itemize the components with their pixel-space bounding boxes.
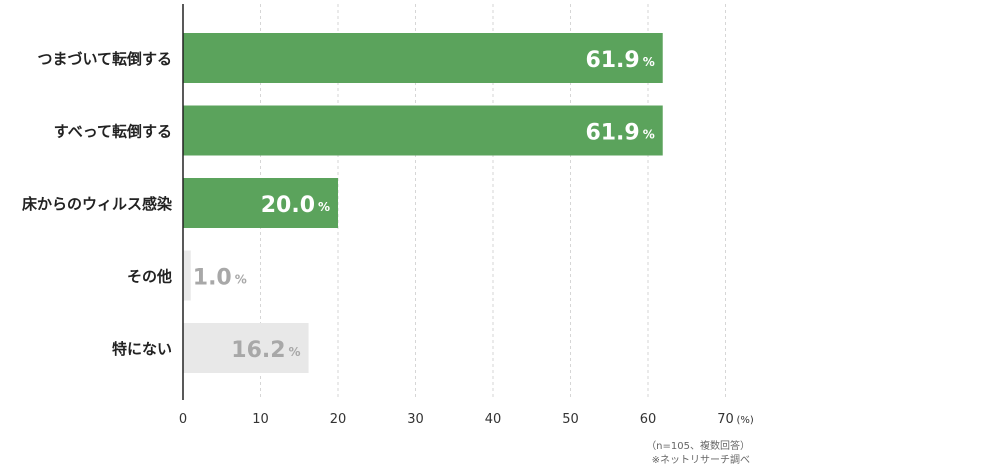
x-tick-label: 60 (640, 412, 657, 427)
bar (183, 178, 338, 228)
category-label: その他 (127, 268, 172, 286)
x-tick-labels: 0 10 20 30 40 50 60 70 (%) (179, 412, 754, 427)
x-tick-label: 0 (179, 412, 187, 427)
value-labels: %61.9%61.9%20.0%1.0%16.2 (193, 48, 655, 363)
x-unit-label: (%) (737, 415, 754, 426)
bars (183, 33, 663, 373)
category-label: 特にない (112, 340, 172, 358)
bar (183, 323, 309, 373)
x-tick-label: 30 (407, 412, 424, 427)
x-tick-label: 10 (252, 412, 269, 427)
x-tick-label: 40 (485, 412, 502, 427)
x-tick-label: 50 (562, 412, 579, 427)
category-label: すべって転倒する (54, 123, 172, 141)
bar (183, 105, 663, 156)
bar (183, 250, 191, 301)
sample-note: （n=105、複数回答） (646, 441, 750, 452)
value-unit: % (318, 200, 330, 214)
source-note: ※ネットリサーチ調べ (651, 455, 750, 466)
value-label: 61.9 (585, 48, 639, 73)
category-label: つまづいて転倒する (37, 50, 172, 68)
x-tick-label: 20 (330, 412, 347, 427)
value-label: 20.0 (261, 193, 315, 218)
value-unit: % (289, 345, 301, 359)
category-label: 床からのウィルス感染 (22, 195, 173, 213)
value-label: 61.9 (585, 121, 639, 146)
value-label: 16.2 (231, 338, 285, 363)
value-unit: % (643, 128, 655, 142)
bar (183, 33, 663, 83)
value-label: 1.0 (193, 266, 232, 291)
value-unit: % (643, 55, 655, 69)
x-tick-label: 70 (717, 412, 734, 427)
value-unit: % (235, 273, 247, 287)
